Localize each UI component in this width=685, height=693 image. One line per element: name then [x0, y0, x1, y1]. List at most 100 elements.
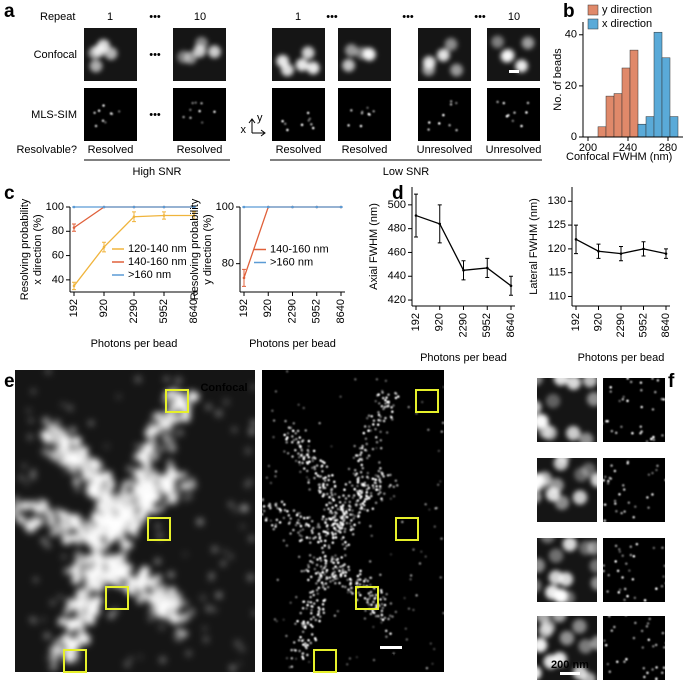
intensity-spot	[545, 487, 561, 502]
intensity-spot	[297, 555, 301, 559]
intensity-spot	[73, 476, 80, 483]
intensity-spot	[380, 389, 384, 393]
microscopy-image	[603, 542, 665, 602]
intensity-spot	[131, 590, 138, 597]
intensity-spot	[291, 429, 295, 433]
intensity-spot	[305, 469, 309, 473]
intensity-spot	[299, 515, 303, 518]
roi-box	[105, 586, 129, 610]
intensity-spot	[340, 517, 344, 520]
intensity-spot	[262, 508, 263, 511]
intensity-spot	[272, 419, 276, 422]
intensity-spot	[305, 568, 309, 572]
microscopy-image	[537, 378, 597, 442]
intensity-spot	[313, 467, 317, 471]
intensity-spot	[334, 574, 337, 577]
intensity-spot	[324, 561, 328, 565]
intensity-spot	[298, 460, 301, 464]
intensity-spot	[359, 492, 363, 495]
intensity-spot	[317, 483, 321, 487]
intensity-spot	[333, 485, 337, 489]
intensity-spot	[118, 541, 125, 548]
intensity-spot	[182, 551, 188, 557]
intensity-spot	[297, 531, 300, 534]
intensity-spot	[283, 503, 286, 506]
intensity-spot	[306, 448, 310, 452]
intensity-spot	[374, 593, 378, 597]
intensity-spot	[437, 122, 441, 125]
intensity-spot	[662, 575, 665, 578]
x-tick-label: 8640	[660, 313, 672, 337]
intensity-spot	[552, 616, 567, 623]
bar	[661, 57, 671, 138]
intensity-spot	[294, 649, 297, 652]
intensity-spot	[47, 663, 56, 672]
intensity-spot	[310, 633, 314, 636]
intensity-spot	[286, 509, 289, 513]
intensity-spot	[329, 580, 332, 583]
intensity-spot	[622, 488, 626, 491]
intensity-spot	[319, 565, 323, 568]
intensity-spot	[392, 494, 396, 498]
image-content	[276, 46, 320, 77]
intensity-spot	[537, 476, 550, 491]
intensity-spot	[308, 554, 312, 557]
intensity-spot	[661, 546, 664, 550]
intensity-spot	[322, 492, 325, 496]
intensity-spot	[647, 638, 651, 642]
intensity-spot	[303, 455, 306, 459]
intensity-spot	[384, 629, 388, 633]
panel-label: a	[4, 1, 15, 22]
intensity-spot	[272, 435, 275, 439]
intensity-spot	[655, 468, 658, 472]
data-point	[192, 205, 196, 209]
intensity-spot	[23, 517, 31, 525]
intensity-spot	[145, 482, 153, 489]
intensity-spot	[372, 423, 375, 426]
legend-label: x direction	[602, 18, 652, 30]
intensity-spot	[525, 111, 528, 114]
intensity-spot	[652, 546, 656, 550]
intensity-spot	[169, 589, 176, 596]
intensity-spot	[307, 578, 310, 582]
microscopy-image	[281, 111, 315, 132]
intensity-spot	[363, 425, 367, 428]
intensity-spot	[380, 609, 384, 613]
intensity-spot	[382, 407, 385, 411]
intensity-spot	[134, 443, 140, 449]
intensity-spot	[301, 657, 305, 660]
legend-label: 140-160 nm	[270, 243, 329, 255]
intensity-spot	[358, 577, 361, 581]
intensity-spot	[280, 500, 284, 504]
intensity-spot	[605, 419, 608, 423]
intensity-spot	[74, 550, 83, 560]
intensity-spot	[308, 536, 312, 540]
intensity-spot	[262, 497, 265, 501]
intensity-spot	[328, 517, 331, 520]
intensity-spot	[323, 587, 327, 591]
image-content	[496, 100, 530, 128]
intensity-spot	[21, 463, 27, 469]
intensity-spot	[537, 579, 542, 593]
intensity-spot	[369, 590, 373, 594]
intensity-spot	[169, 486, 174, 491]
intensity-spot	[394, 479, 398, 482]
intensity-spot	[116, 394, 121, 399]
data-point	[242, 276, 246, 280]
intensity-spot	[336, 577, 339, 580]
intensity-spot	[134, 375, 142, 383]
intensity-spot	[590, 472, 597, 488]
intensity-spot	[372, 611, 376, 615]
intensity-spot	[441, 385, 444, 389]
intensity-spot	[273, 618, 277, 621]
intensity-spot	[640, 388, 643, 392]
intensity-spot	[491, 35, 504, 49]
intensity-spot	[222, 548, 228, 555]
intensity-spot	[370, 603, 373, 607]
x-tick-label: 200	[579, 142, 597, 154]
intensity-spot	[356, 454, 359, 457]
intensity-spot	[181, 630, 188, 637]
intensity-spot	[358, 446, 362, 450]
intensity-spot	[167, 478, 175, 486]
intensity-spot	[384, 416, 387, 420]
